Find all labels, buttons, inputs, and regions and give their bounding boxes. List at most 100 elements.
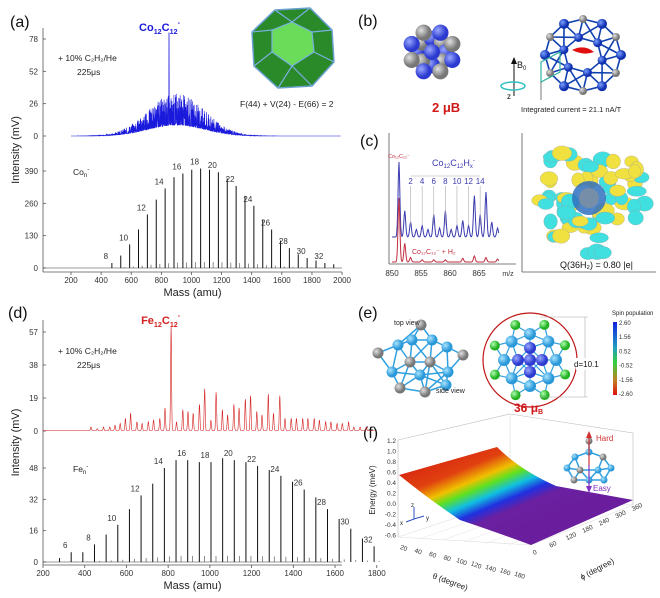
peak-n-label: 16 (172, 162, 181, 171)
atom (444, 35, 461, 52)
atom (570, 476, 578, 484)
y-tick-label: 0 (34, 264, 39, 273)
spin-colorbar (613, 322, 617, 395)
peak-n-label: 24 (243, 195, 252, 204)
y-tick-label: 78 (29, 35, 38, 44)
atom (441, 341, 453, 353)
z-tick-label: 0.6 (387, 470, 396, 477)
theta-tick-label: 160 (499, 567, 512, 577)
y-tick-label: 52 (29, 67, 38, 76)
x-axis-label: m/z (502, 271, 514, 278)
theta-tick-label: 180 (513, 571, 526, 581)
peak-n-label: 22 (247, 455, 256, 464)
blue-series-label: Co12C12Hx- (432, 158, 475, 170)
x-tick-label: 1800 (368, 569, 386, 578)
colorbar-ticks: 2.60 1.56 0.52 -0.52 -1.56 -2.60 (619, 321, 633, 398)
x-tick-label: 1000 (201, 569, 219, 578)
atom (611, 69, 620, 78)
atom (597, 55, 607, 65)
atom (558, 81, 569, 92)
y-tick-label: 130 (25, 232, 39, 241)
atom (498, 354, 511, 367)
diameter-label: d=10.1 (574, 360, 599, 369)
atom (386, 366, 398, 378)
colorbar-tick: -0.52 (619, 364, 633, 370)
svg-text:B0: B0 (517, 60, 527, 72)
magnetic-moment-label: 2 μB (432, 100, 460, 115)
atom (510, 319, 521, 330)
atom (539, 319, 550, 330)
atom (597, 18, 608, 29)
atom (415, 24, 432, 41)
y-tick-label: 0 (34, 558, 39, 567)
y-tick-label: 0 (34, 427, 39, 436)
atom (576, 466, 584, 474)
atom (578, 87, 587, 95)
atom (542, 372, 555, 385)
time-annotation: 225μs (77, 360, 100, 370)
theta-tick-label: 60 (428, 551, 438, 560)
phi-tick-label: 240 (598, 517, 611, 528)
atom (414, 369, 426, 381)
atom (524, 354, 536, 366)
x-tick-label: 400 (78, 569, 92, 578)
atom (599, 453, 607, 461)
y-tick-label: 48 (29, 464, 38, 473)
atom (424, 356, 436, 368)
gas-annotation: + 10% C₂H₂/He (58, 346, 117, 356)
atom (607, 464, 615, 472)
side-view-label: side view (436, 388, 466, 395)
h-count-label: 8 (443, 177, 448, 186)
atom (512, 353, 524, 366)
z-axis-label: Energy (meV) (368, 465, 377, 515)
charge-density-image (521, 133, 656, 273)
h-count-label: 4 (420, 177, 425, 186)
peak-n-label: 10 (107, 514, 116, 523)
peak-n-label: 18 (190, 158, 199, 167)
gas-annotation: + 10% C₂H₂/He (58, 53, 117, 63)
peak-n-label: 28 (317, 498, 326, 507)
peak-label: Fe12C12- (141, 312, 181, 329)
colorbar-tick: 0.52 (619, 349, 631, 355)
z-tick-label: 0.0 (387, 501, 396, 508)
colorbar-title: Spin population (612, 311, 653, 317)
atom (559, 18, 570, 29)
polyhedron-image (251, 7, 335, 89)
svg-text:x: x (400, 521, 403, 527)
x-tick-label: 200 (64, 276, 78, 285)
atom (392, 339, 404, 351)
atom (442, 366, 454, 378)
y-tick-label: 390 (25, 167, 39, 176)
atom (616, 50, 626, 60)
atom (415, 63, 432, 80)
peak-n-label: 8 (104, 252, 109, 261)
atom (574, 32, 584, 42)
top-view-label: top view (394, 320, 421, 327)
theta-tick-label: 120 (470, 560, 483, 570)
atom (489, 340, 500, 351)
atom (505, 372, 518, 385)
atom (403, 36, 420, 53)
peak-n-label: 10 (119, 233, 128, 242)
peak-n-label: 32 (364, 535, 373, 544)
atom (536, 354, 548, 366)
atom (600, 476, 608, 484)
atom (579, 15, 588, 23)
x-tick-label: 1400 (284, 569, 302, 578)
atom (582, 68, 592, 78)
h-count-label: 6 (432, 177, 437, 186)
peak-n-label: 26 (261, 218, 270, 227)
peak-n-label: 20 (224, 449, 233, 458)
panel-label-a: (a) (10, 14, 30, 31)
z-tick-label: 1.2 (387, 438, 396, 445)
atom (594, 466, 602, 474)
phi-tick-label: 300 (614, 509, 627, 520)
z-tick-label: 0.8 (387, 459, 396, 466)
panel-c-inset-spectrum: 850 855 860 865 m/z 2 4 6 8 10 12 14 Co₁₂C₁₂⁻ Co12C12… (385, 133, 516, 278)
charge-label: Q(36H₂) = 0.80 |e| (560, 260, 633, 270)
y-axis-label: Intensity (mV) (10, 116, 22, 184)
peak-n-label: 30 (340, 518, 349, 527)
atom (394, 382, 406, 394)
theta-tick-label: 100 (455, 557, 468, 567)
x-tick-label: 600 (125, 276, 139, 285)
